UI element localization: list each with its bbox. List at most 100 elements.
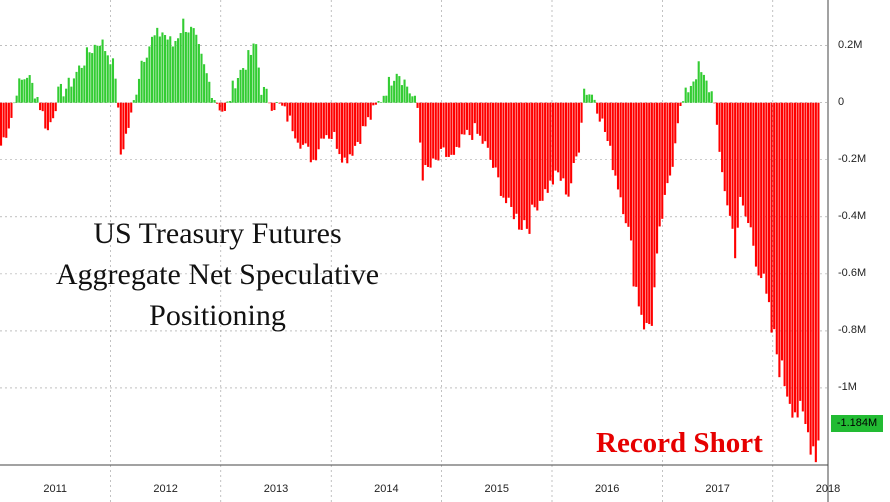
bar (739, 102, 742, 197)
bar (442, 102, 445, 148)
bar (85, 47, 89, 103)
bar (525, 102, 528, 229)
bar (775, 102, 778, 355)
bar (130, 102, 133, 113)
bar (468, 102, 471, 136)
bar (106, 55, 109, 103)
title-line-3: Positioning (149, 299, 286, 332)
x-tick-label: 2015 (484, 483, 510, 495)
bar (411, 96, 414, 103)
bar (255, 44, 258, 103)
bar (169, 36, 172, 103)
bar (676, 102, 679, 124)
bar (497, 102, 500, 178)
bar (239, 69, 242, 103)
bar (322, 102, 325, 139)
bar (531, 102, 534, 205)
bar (567, 102, 570, 197)
bar (385, 95, 388, 103)
bar (395, 73, 398, 103)
bar (93, 44, 96, 103)
bar (614, 102, 617, 176)
bar (416, 102, 419, 108)
bar (286, 102, 289, 122)
bar (812, 102, 815, 447)
bar (778, 102, 781, 378)
bar (236, 77, 239, 103)
bar (650, 102, 653, 326)
bar (291, 102, 294, 132)
bar (679, 102, 682, 106)
bar (132, 100, 135, 103)
bar (705, 80, 708, 103)
bar (721, 102, 724, 173)
bar (562, 102, 565, 179)
bar (429, 102, 432, 168)
bar (20, 79, 23, 103)
bar (817, 102, 820, 441)
bar (627, 102, 630, 227)
bar (356, 102, 359, 142)
bar (304, 102, 307, 144)
bar (538, 102, 541, 201)
bar (283, 102, 286, 107)
bar (715, 102, 718, 125)
bar (544, 102, 547, 190)
bar (492, 102, 495, 168)
bar (465, 102, 469, 130)
bar (419, 102, 422, 143)
bar (221, 102, 224, 112)
bar (343, 102, 346, 158)
bar (609, 102, 612, 146)
bar (226, 101, 229, 103)
bar (111, 58, 115, 103)
bar (806, 102, 810, 433)
bar (377, 101, 380, 103)
bar (749, 102, 752, 228)
bar (666, 102, 669, 184)
bar (80, 67, 83, 103)
bar (299, 102, 302, 149)
bar (796, 102, 799, 418)
bar (793, 102, 797, 413)
bar (510, 102, 513, 207)
bar (325, 102, 328, 136)
title-line-2: Aggregate Net Speculative (55, 258, 380, 291)
x-tick-label: 2018 (815, 483, 841, 495)
bar (536, 102, 539, 211)
bar (205, 73, 208, 103)
y-tick-label: -0.4M (838, 209, 867, 222)
bar (153, 35, 156, 103)
bar (83, 65, 86, 103)
bar (104, 51, 107, 103)
bar (195, 34, 198, 103)
bar (406, 86, 409, 103)
bar (637, 102, 640, 307)
bar (588, 94, 591, 103)
last-value-badge: -1.184M (831, 415, 883, 432)
bar (244, 69, 247, 103)
bar (656, 102, 659, 254)
bar (424, 102, 427, 166)
y-tick-label: 0.2M (838, 38, 863, 51)
bar (648, 102, 651, 325)
bar (49, 102, 52, 123)
bar (364, 102, 367, 127)
bar (275, 102, 279, 103)
bar (421, 102, 424, 181)
bar (515, 102, 518, 214)
bar (463, 102, 466, 135)
bar (59, 83, 62, 103)
bar (671, 102, 674, 167)
chart-title: US Treasury Futures Aggregate Net Specul… (20, 213, 415, 336)
bar (611, 102, 614, 171)
bar (338, 102, 341, 155)
bar (0, 102, 3, 146)
y-tick-label: -0.8M (838, 323, 867, 336)
bar (158, 36, 161, 103)
bar (455, 102, 458, 147)
bar (674, 102, 677, 144)
bar (164, 35, 167, 103)
bar (234, 88, 237, 103)
bar (767, 102, 771, 303)
